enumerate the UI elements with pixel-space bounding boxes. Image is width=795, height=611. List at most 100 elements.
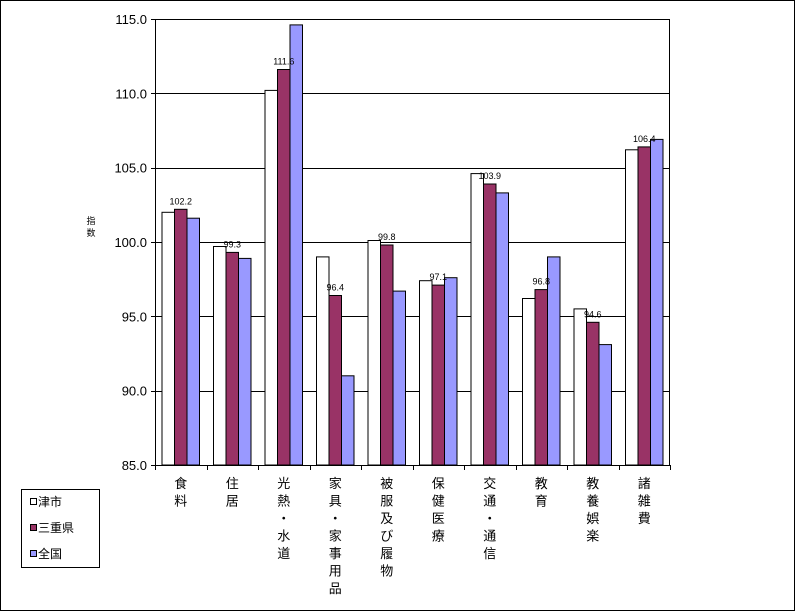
bar-全国: [444, 277, 458, 466]
bar-全国: [650, 138, 664, 466]
category-label: 住居: [226, 477, 239, 510]
category-label: 諸雑費: [638, 476, 651, 527]
bar-津市: [161, 211, 175, 466]
category-label-char: 履: [380, 547, 393, 562]
bar-三重県: [380, 244, 394, 466]
category-label-char: 居: [226, 495, 239, 510]
legend-label: 全国: [38, 546, 62, 561]
bar-津市: [573, 308, 587, 466]
category-label-char: 通: [483, 495, 496, 510]
bar-三重県: [328, 295, 342, 466]
bar-全国: [289, 24, 303, 466]
y-tick-label: 115.0: [115, 12, 147, 27]
category-label-char: ・: [483, 512, 496, 527]
data-label: 94.6: [584, 309, 602, 319]
y-tick-label: 90.0: [122, 384, 147, 399]
legend-swatch-津市: [30, 498, 37, 505]
y-tick-labels: 85.0 90.0 95.0 100.0 105.0 110.0 115.0: [114, 12, 147, 473]
y-axis-label-char: 数: [86, 227, 95, 239]
data-label: 97.1: [430, 272, 448, 282]
bar-全国: [598, 344, 612, 466]
category-label: 教育: [535, 476, 548, 510]
data-label: 99.3: [224, 239, 242, 249]
category-label-char: 諸: [638, 476, 651, 492]
category-label-char: 被: [380, 477, 393, 492]
category-label: 交通・通信: [483, 476, 496, 562]
category-label-char: 料: [174, 495, 187, 510]
legend-label: 三重県: [38, 521, 74, 535]
category-label-char: 物: [380, 565, 393, 580]
category-label-char: 道: [277, 547, 290, 562]
category-label: 食料: [174, 476, 187, 510]
category-label-char: 用: [329, 565, 342, 580]
category-label-char: ・: [277, 512, 290, 527]
category-label-char: 楽: [586, 529, 599, 545]
bar-津市: [264, 89, 278, 466]
category-label-char: 保: [432, 477, 445, 492]
y-tick-label: 110.0: [115, 86, 147, 101]
category-label-char: 家: [329, 476, 342, 492]
data-labels: 102.2 99.3 111.6 96.4 99.8 97.1 103.9 96.8 94.6 1…: [170, 57, 656, 320]
y-axis-label: 指数: [86, 215, 95, 239]
category-label: 光熱・水道: [277, 477, 290, 562]
data-label: 96.8: [533, 277, 551, 287]
category-label-char: 教: [586, 476, 599, 492]
bar-三重県: [277, 69, 291, 466]
data-label: 111.6: [273, 57, 294, 67]
legend-swatch-三重県: [30, 524, 37, 531]
category-label-char: ・: [329, 512, 342, 527]
category-label-char: 娯: [586, 512, 599, 527]
bar-三重県: [586, 321, 600, 466]
category-label-char: 信: [483, 547, 496, 562]
bar-全国: [495, 192, 509, 466]
axes: [151, 19, 671, 470]
bar-三重県: [225, 251, 239, 466]
category-label-char: 教: [535, 476, 548, 492]
bar-全国: [392, 290, 406, 466]
bar-三重県: [534, 289, 548, 466]
category-label-char: 水: [277, 530, 290, 545]
category-label-char: 品: [329, 582, 342, 597]
legend-label: 津市: [38, 494, 62, 509]
data-label: 106.4: [633, 134, 656, 144]
bar-津市: [470, 173, 484, 466]
bar-津市: [419, 280, 433, 466]
y-tick-label: 95.0: [122, 309, 147, 324]
category-label-char: 具: [329, 495, 342, 510]
y-tick-label: 105.0: [114, 161, 147, 176]
bar-全国: [341, 375, 355, 466]
bar-津市: [213, 246, 227, 466]
category-label-char: 雑: [638, 494, 651, 510]
category-label-char: 交: [483, 476, 496, 492]
bar-津市: [625, 149, 639, 466]
data-label: 96.4: [327, 283, 345, 293]
bar-全国: [547, 256, 561, 466]
data-label: 103.9: [479, 171, 502, 181]
bar-津市: [522, 298, 536, 466]
category-label-char: 住: [226, 477, 239, 492]
category-label-char: 医: [432, 512, 445, 527]
bar-三重県: [637, 146, 651, 466]
category-label-char: 費: [638, 512, 651, 527]
bar-三重県: [431, 284, 445, 466]
category-label-char: 療: [432, 530, 445, 545]
category-label-char: 家: [329, 529, 342, 545]
y-axis-label-char: 指: [86, 215, 95, 227]
category-label-char: 通: [483, 530, 496, 545]
bars: [161, 24, 664, 466]
category-label-char: 健: [432, 495, 445, 510]
category-label-char: 食: [174, 476, 187, 492]
category-label-char: 及: [380, 512, 393, 527]
category-label-char: 光: [277, 477, 290, 492]
category-label-char: 育: [535, 494, 548, 510]
category-label-char: 事: [329, 547, 342, 562]
bar-全国: [238, 257, 252, 466]
category-label-char: 養: [586, 494, 599, 510]
